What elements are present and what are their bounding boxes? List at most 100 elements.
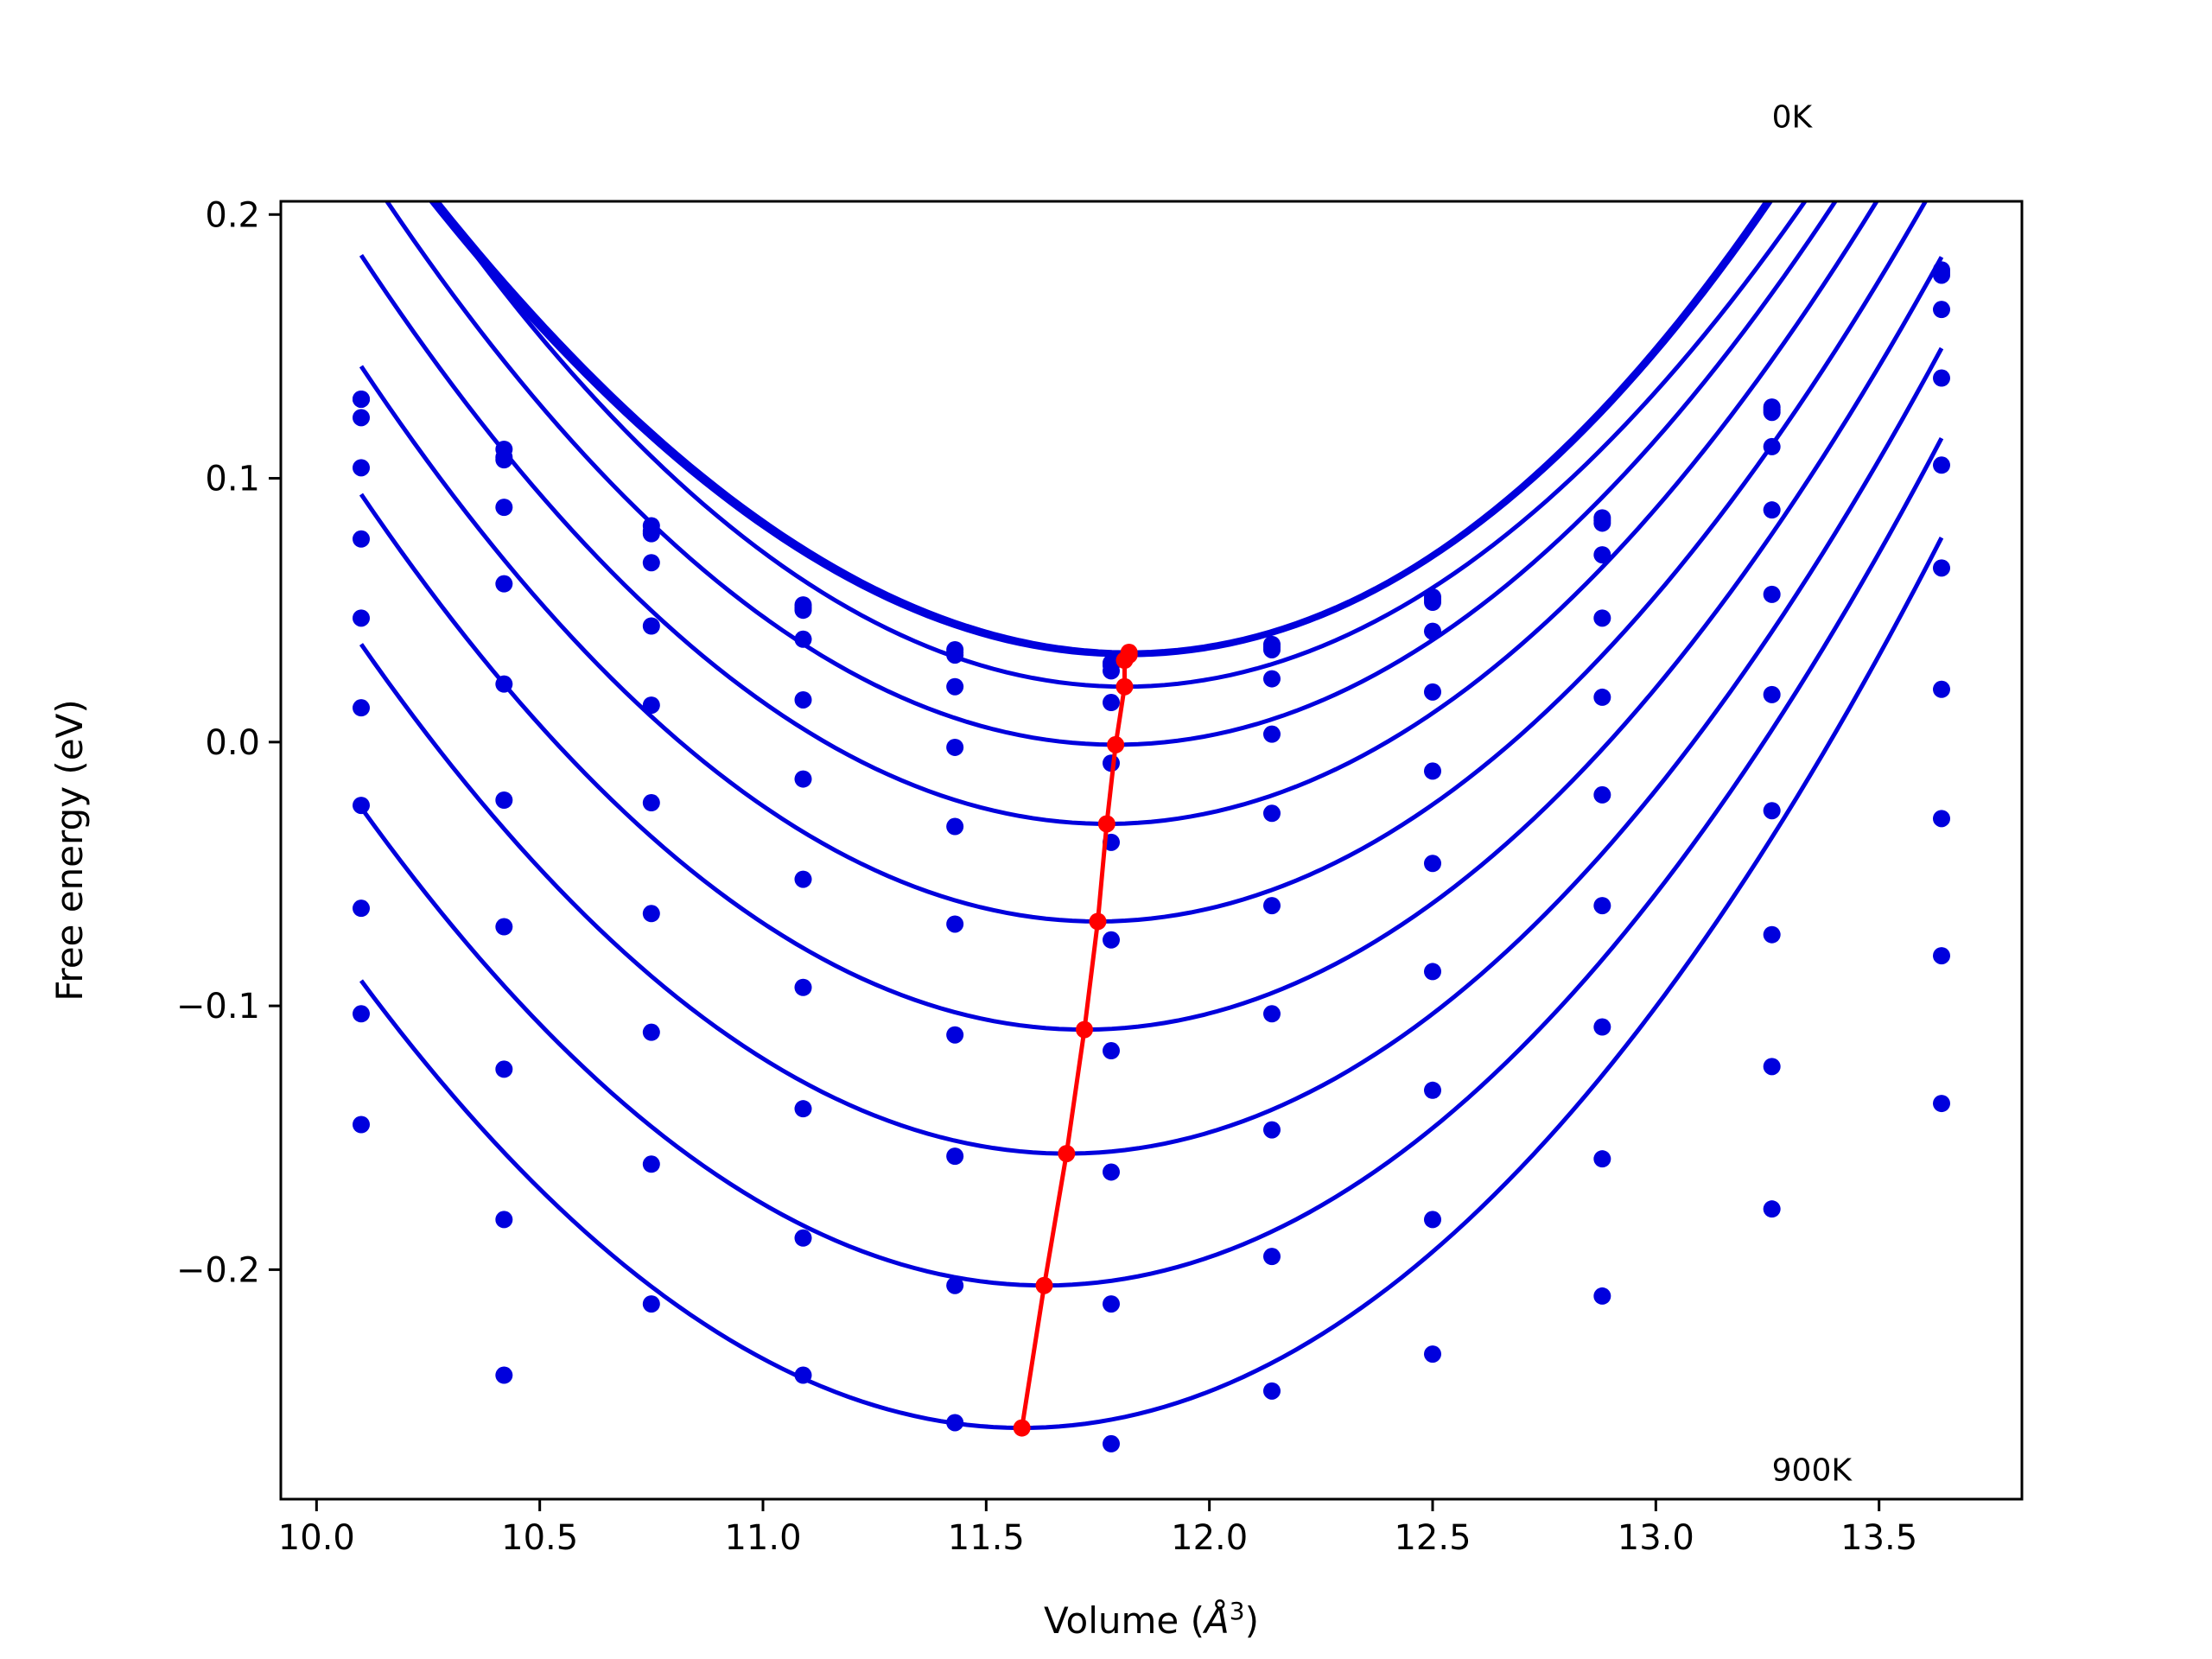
data-point xyxy=(1933,369,1950,387)
data-point xyxy=(1103,694,1120,712)
data-point xyxy=(1263,1121,1281,1139)
y-tick-label: −0.2 xyxy=(176,1250,260,1290)
data-point xyxy=(495,918,513,936)
data-point xyxy=(946,1147,964,1166)
plot-content xyxy=(353,201,1950,1452)
data-point xyxy=(1933,810,1950,828)
x-axis-label-prefix: Volume ( xyxy=(1044,1599,1205,1642)
data-point xyxy=(1593,1018,1611,1036)
y-axis-label: Free energy (eV) xyxy=(48,699,91,1001)
data-point xyxy=(642,1295,660,1313)
data-point xyxy=(642,1023,660,1041)
x-tick-label: 13.0 xyxy=(1618,1518,1694,1558)
data-point xyxy=(642,1155,660,1173)
data-point xyxy=(1933,1095,1950,1113)
data-point xyxy=(794,690,812,709)
data-point xyxy=(1263,640,1281,658)
x-tick-label: 10.5 xyxy=(501,1518,578,1558)
data-point xyxy=(794,601,812,620)
data-point xyxy=(1424,594,1441,612)
y-tick-label: −0.1 xyxy=(176,987,260,1027)
data-point xyxy=(353,459,370,477)
data-point xyxy=(495,451,513,469)
x-tick-label: 13.5 xyxy=(1840,1518,1917,1558)
data-point xyxy=(1103,1434,1120,1452)
data-point xyxy=(1103,931,1120,949)
data-point xyxy=(1424,1345,1441,1363)
fit-curve xyxy=(359,346,1944,1156)
data-point xyxy=(642,905,660,923)
data-point xyxy=(353,1116,370,1134)
data-point xyxy=(642,524,660,543)
data-point xyxy=(946,646,964,664)
data-point xyxy=(1763,925,1781,944)
data-point xyxy=(1933,301,1950,319)
minimum-point xyxy=(1058,1145,1076,1163)
data-point xyxy=(495,675,513,693)
data-point xyxy=(495,1060,513,1078)
data-point xyxy=(1933,266,1950,284)
data-point xyxy=(946,915,964,933)
data-point xyxy=(946,738,964,756)
data-point xyxy=(1933,559,1950,577)
data-point xyxy=(1424,855,1441,873)
fit-curve xyxy=(359,201,1929,924)
data-point xyxy=(642,794,660,812)
data-point xyxy=(1103,1295,1120,1313)
minimum-point xyxy=(1089,912,1107,931)
data-point xyxy=(1763,802,1781,820)
data-point xyxy=(495,499,513,517)
data-point xyxy=(1763,404,1781,422)
fit-curve xyxy=(428,201,1770,658)
data-point xyxy=(353,1005,370,1023)
data-point xyxy=(353,797,370,815)
x-axis-label: Volume (Å3) xyxy=(1044,1597,1259,1642)
data-point xyxy=(946,1414,964,1432)
data-point xyxy=(642,696,660,715)
data-point xyxy=(1424,963,1441,981)
minimum-point xyxy=(1120,644,1138,662)
data-point xyxy=(794,630,812,648)
data-point xyxy=(1763,585,1781,603)
data-point xyxy=(353,899,370,918)
data-point xyxy=(946,1276,964,1294)
data-point xyxy=(1933,680,1950,698)
x-tick-label: 12.0 xyxy=(1171,1518,1248,1558)
x-tick-label: 11.0 xyxy=(724,1518,801,1558)
data-point xyxy=(1263,804,1281,823)
data-point xyxy=(1263,1005,1281,1023)
data-point xyxy=(1763,1200,1781,1218)
data-point xyxy=(353,530,370,548)
data-point xyxy=(1424,1081,1441,1099)
data-point xyxy=(1103,1163,1120,1181)
y-tick-label: 0.0 xyxy=(205,723,260,763)
x-axis-label-exponent: 3 xyxy=(1230,1597,1245,1625)
data-point xyxy=(1933,947,1950,965)
data-point xyxy=(495,1366,513,1384)
fit-curve xyxy=(384,201,1839,747)
x-tick-label: 10.0 xyxy=(278,1518,355,1558)
data-point xyxy=(495,575,513,593)
data-point xyxy=(1263,670,1281,688)
data-point xyxy=(1263,1248,1281,1266)
fit-curve xyxy=(359,537,1944,1431)
x-tick-label: 11.5 xyxy=(948,1518,1025,1558)
data-point xyxy=(1263,897,1281,915)
data-point xyxy=(946,1026,964,1044)
data-point xyxy=(1933,456,1950,474)
data-point xyxy=(1593,609,1611,627)
temperature-annotation: 0K xyxy=(1772,100,1814,136)
data-point xyxy=(495,1211,513,1229)
fit-curve xyxy=(359,256,1944,1033)
minimum-point xyxy=(1035,1276,1053,1294)
x-tick-label: 12.5 xyxy=(1394,1518,1471,1558)
data-point xyxy=(1263,725,1281,743)
data-point xyxy=(353,699,370,717)
data-point xyxy=(1763,685,1781,703)
data-point xyxy=(353,390,370,408)
minimum-point xyxy=(1097,815,1116,833)
data-point xyxy=(353,609,370,627)
data-point xyxy=(794,870,812,888)
x-axis-label-unit: Å xyxy=(1202,1599,1230,1642)
